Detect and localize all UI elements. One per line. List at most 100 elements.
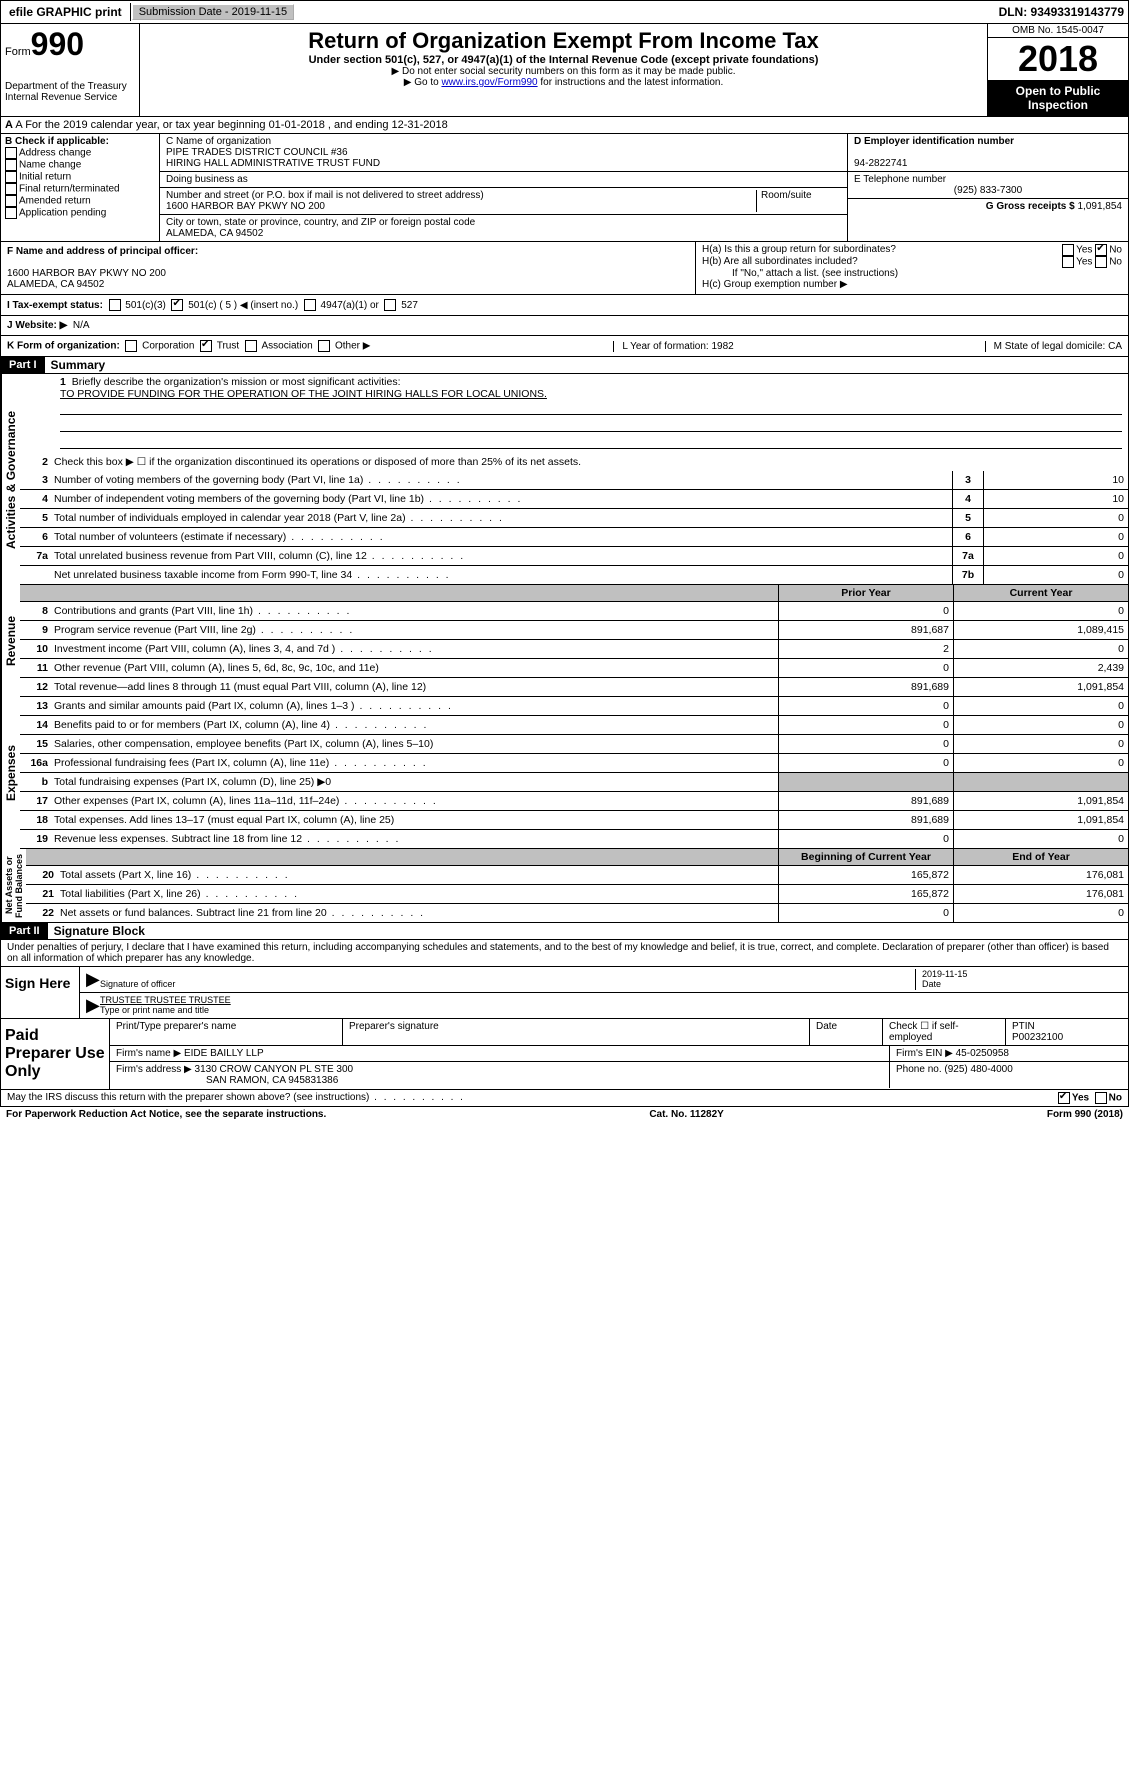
line19-curr: 0 bbox=[953, 830, 1128, 848]
prep-row-2: Firm's name ▶ EIDE BAILLY LLP Firm's EIN… bbox=[110, 1046, 1128, 1062]
firm-phone-label: Phone no. bbox=[896, 1064, 942, 1075]
firm-addr-label: Firm's address ▶ bbox=[116, 1064, 192, 1075]
cat-no: Cat. No. 11282Y bbox=[649, 1109, 723, 1120]
line21-prior: 165,872 bbox=[778, 885, 953, 903]
efile-label[interactable]: efile GRAPHIC print bbox=[1, 3, 131, 21]
line9-curr: 1,089,415 bbox=[953, 621, 1128, 639]
period-row: A A For the 2019 calendar year, or tax y… bbox=[0, 117, 1129, 134]
4947-label: 4947(a)(1) or bbox=[321, 300, 379, 311]
officer-block: F Name and address of principal officer:… bbox=[0, 242, 1129, 295]
addr-change-checkbox[interactable] bbox=[5, 147, 17, 159]
mission-block: 1 Briefly describe the organization's mi… bbox=[20, 374, 1128, 453]
line11-prior: 0 bbox=[778, 659, 953, 677]
prep-title: Paid Preparer Use Only bbox=[1, 1019, 110, 1089]
line14-prior: 0 bbox=[778, 716, 953, 734]
4947-checkbox[interactable] bbox=[304, 299, 316, 311]
line13-prior: 0 bbox=[778, 697, 953, 715]
part1-header: Part I bbox=[1, 357, 45, 373]
revenue-tab: Revenue bbox=[1, 585, 20, 697]
501c3-label: 501(c)(3) bbox=[125, 300, 166, 311]
netassets-section: Net Assets orFund Balances Beginning of … bbox=[0, 849, 1129, 923]
prep-h5: PTIN bbox=[1012, 1021, 1035, 1032]
final-checkbox[interactable] bbox=[5, 183, 17, 195]
app-checkbox[interactable] bbox=[5, 207, 17, 219]
line15-curr: 0 bbox=[953, 735, 1128, 753]
m-state: M State of legal domicile: CA bbox=[985, 341, 1122, 352]
line18-curr: 1,091,854 bbox=[953, 811, 1128, 829]
ha-yes: Yes bbox=[1076, 245, 1092, 256]
527-checkbox[interactable] bbox=[384, 299, 396, 311]
sign-row-2: ▶ TRUSTEE TRUSTEE TRUSTEEType or print n… bbox=[80, 993, 1128, 1018]
hb-note: If "No," attach a list. (see instruction… bbox=[702, 268, 1122, 279]
ptin-value: P00232100 bbox=[1012, 1032, 1063, 1043]
f-label: F Name and address of principal officer: bbox=[7, 246, 198, 257]
addr-label: Number and street (or P.O. box if mail i… bbox=[166, 190, 484, 201]
ha-no-checkbox[interactable] bbox=[1095, 244, 1107, 256]
website-row: J Website: ▶ N/A bbox=[0, 316, 1129, 336]
line20-curr: 176,081 bbox=[953, 866, 1128, 884]
line9-text: Program service revenue (Part VIII, line… bbox=[54, 624, 778, 636]
sign-date: 2019-11-15 bbox=[922, 969, 967, 979]
line3-text: Number of voting members of the governin… bbox=[54, 474, 952, 486]
mission-text: TO PROVIDE FUNDING FOR THE OPERATION OF … bbox=[60, 388, 547, 400]
discuss-no: No bbox=[1109, 1093, 1122, 1104]
check-header: B Check if applicable: bbox=[5, 136, 109, 147]
tax-status-row: I Tax-exempt status: 501(c)(3) 501(c) ( … bbox=[0, 295, 1129, 316]
amended-label: Amended return bbox=[19, 196, 91, 207]
line22-prior: 0 bbox=[778, 904, 953, 922]
line7a-text: Total unrelated business revenue from Pa… bbox=[54, 550, 952, 562]
discuss-yes-checkbox[interactable] bbox=[1058, 1092, 1070, 1104]
other-checkbox[interactable] bbox=[318, 340, 330, 352]
mission-line-2 bbox=[60, 417, 1122, 432]
prep-h4: Check ☐ if self-employed bbox=[883, 1019, 1006, 1045]
hb-no: No bbox=[1109, 257, 1122, 268]
gross-cell: G Gross receipts $ 1,091,854 bbox=[848, 199, 1128, 214]
period-text: A For the 2019 calendar year, or tax yea… bbox=[15, 119, 447, 131]
prep-h2: Preparer's signature bbox=[343, 1019, 810, 1045]
ha-label: H(a) Is this a group return for subordin… bbox=[702, 244, 896, 256]
revenue-body: Prior YearCurrent Year 8Contributions an… bbox=[20, 585, 1128, 697]
501c3-checkbox[interactable] bbox=[109, 299, 121, 311]
prep-h3: Date bbox=[810, 1019, 883, 1045]
501c-checkbox[interactable] bbox=[171, 299, 183, 311]
omb-number: OMB No. 1545-0047 bbox=[988, 24, 1128, 38]
part1-header-row: Part I Summary bbox=[0, 357, 1129, 374]
irs-link[interactable]: www.irs.gov/Form990 bbox=[441, 77, 537, 88]
revenue-section: Revenue Prior YearCurrent Year 8Contribu… bbox=[0, 585, 1129, 697]
line19-text: Revenue less expenses. Subtract line 18 … bbox=[54, 833, 778, 845]
entity-block: B Check if applicable: Address change Na… bbox=[0, 134, 1129, 242]
dba-label: Doing business as bbox=[166, 174, 248, 185]
phone-value: (925) 833-7300 bbox=[854, 185, 1122, 196]
sign-row-1: ▶ Signature of officer 2019-11-15Date bbox=[80, 967, 1128, 993]
governance-body: 1 Briefly describe the organization's mi… bbox=[20, 374, 1128, 585]
name-change-checkbox[interactable] bbox=[5, 159, 17, 171]
officer-addr1: 1600 HARBOR BAY PKWY NO 200 bbox=[7, 268, 166, 279]
top-bar: efile GRAPHIC print Submission Date - 20… bbox=[0, 0, 1129, 24]
discuss-row: May the IRS discuss this return with the… bbox=[0, 1090, 1129, 1107]
initial-label: Initial return bbox=[19, 172, 71, 183]
assoc-checkbox[interactable] bbox=[245, 340, 257, 352]
sign-right: ▶ Signature of officer 2019-11-15Date ▶ … bbox=[80, 967, 1128, 1018]
amended-checkbox[interactable] bbox=[5, 195, 17, 207]
final-label: Final return/terminated bbox=[19, 184, 120, 195]
line21-curr: 176,081 bbox=[953, 885, 1128, 903]
line13-text: Grants and similar amounts paid (Part IX… bbox=[54, 700, 778, 712]
corp-checkbox[interactable] bbox=[125, 340, 137, 352]
hb-no-checkbox[interactable] bbox=[1095, 256, 1107, 268]
line10-text: Investment income (Part VIII, column (A)… bbox=[54, 643, 778, 655]
dln-label: DLN: 93493319143779 bbox=[999, 5, 1128, 19]
paperwork-text: For Paperwork Reduction Act Notice, see … bbox=[6, 1109, 326, 1120]
501c-label: 501(c) ( 5 ) ◀ (insert no.) bbox=[188, 300, 298, 311]
ha-yes-checkbox[interactable] bbox=[1062, 244, 1074, 256]
hb-yes-checkbox[interactable] bbox=[1062, 256, 1074, 268]
discuss-no-checkbox[interactable] bbox=[1095, 1092, 1107, 1104]
org-city: ALAMEDA, CA 94502 bbox=[166, 228, 263, 239]
expenses-section: Expenses 13Grants and similar amounts pa… bbox=[0, 697, 1129, 849]
d-label: D Employer identification number bbox=[854, 136, 1014, 147]
initial-checkbox[interactable] bbox=[5, 171, 17, 183]
line7b-val: 0 bbox=[983, 566, 1128, 584]
submission-date-button[interactable]: Submission Date - 2019-11-15 bbox=[132, 4, 294, 20]
city-cell: City or town, state or province, country… bbox=[160, 215, 847, 241]
line7b-text: Net unrelated business taxable income fr… bbox=[54, 569, 952, 581]
trust-checkbox[interactable] bbox=[200, 340, 212, 352]
